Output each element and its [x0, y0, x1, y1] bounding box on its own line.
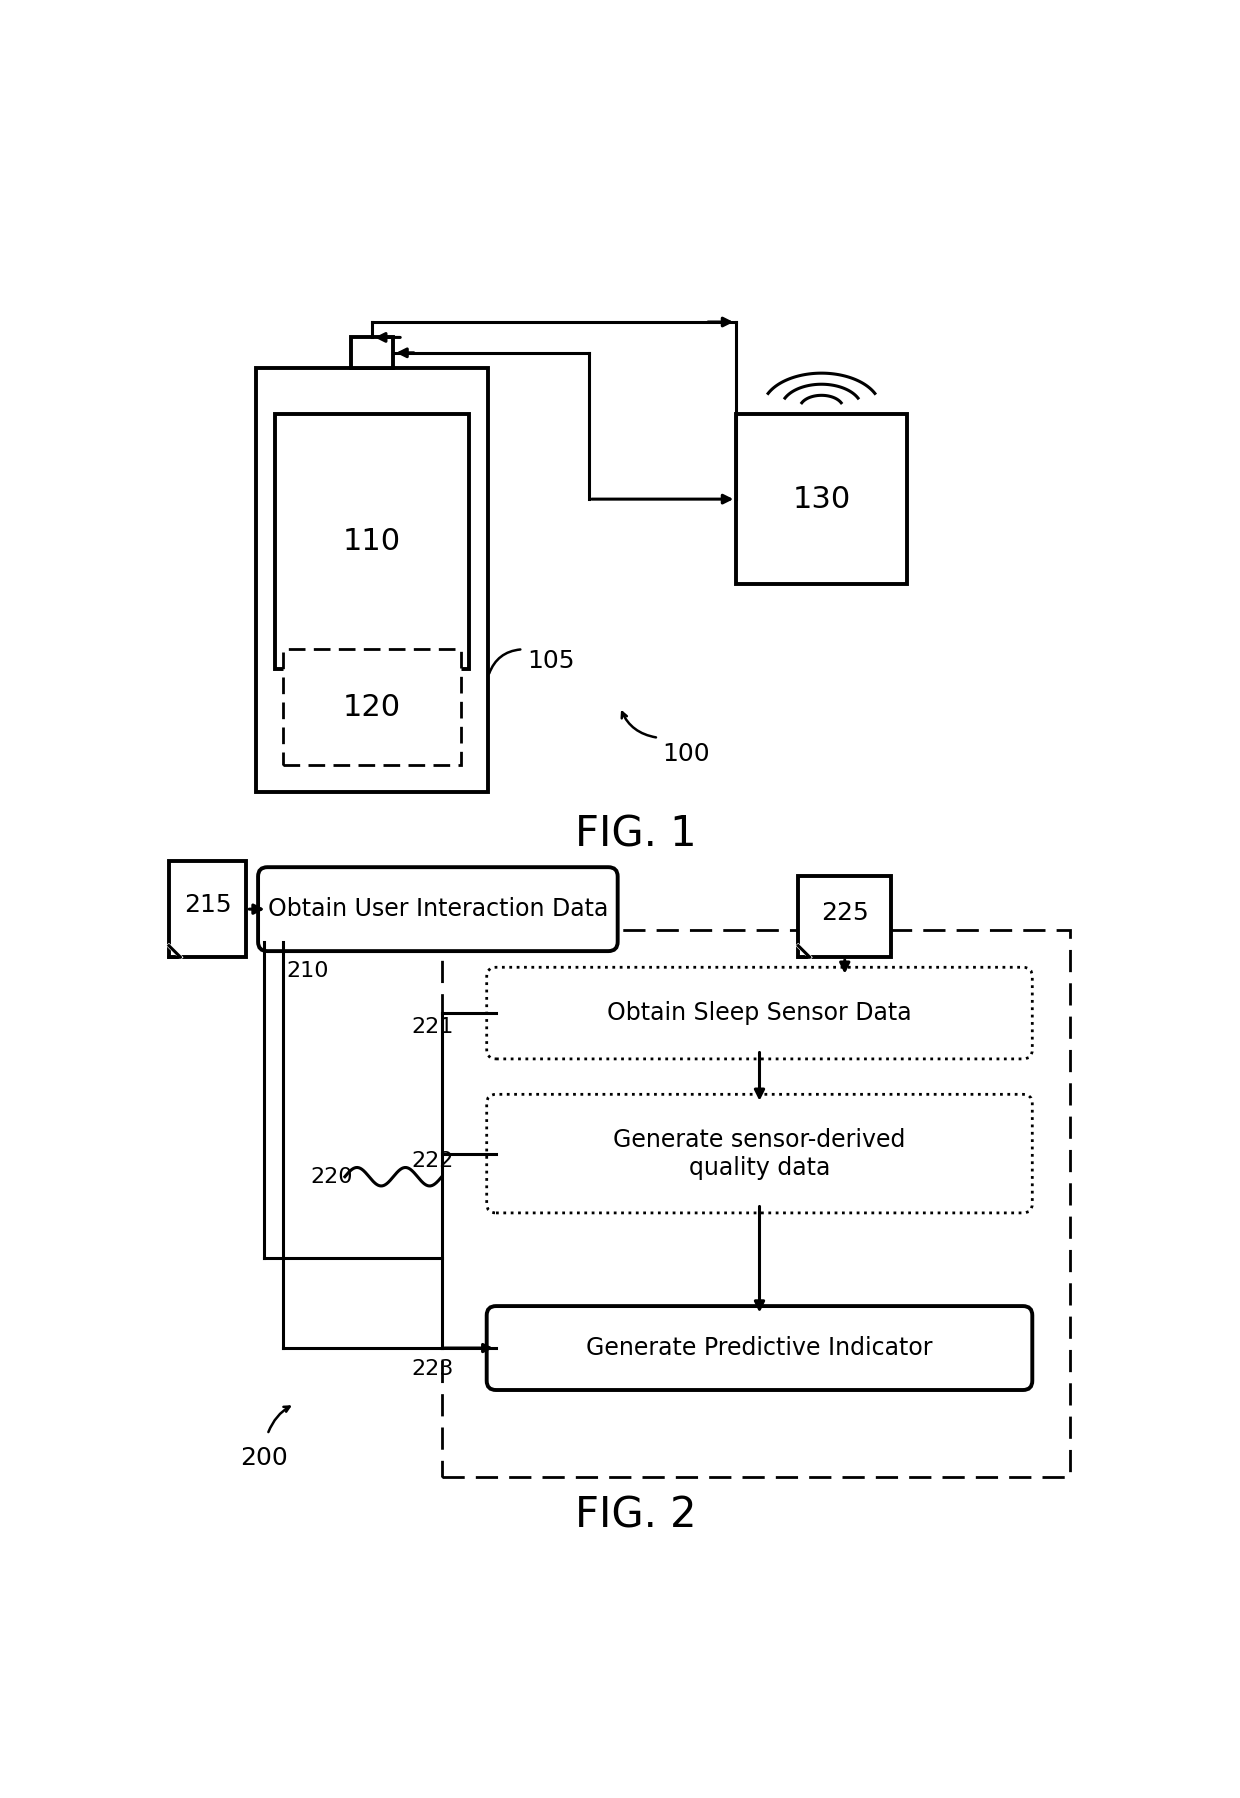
- Text: 110: 110: [343, 527, 401, 556]
- Text: 221: 221: [410, 1016, 454, 1037]
- Text: 105: 105: [527, 649, 574, 672]
- Text: FIG. 2: FIG. 2: [575, 1494, 696, 1537]
- Text: 210: 210: [286, 962, 330, 982]
- Bar: [283, 649, 461, 764]
- Text: 215: 215: [184, 894, 232, 917]
- Text: 225: 225: [821, 901, 869, 924]
- FancyBboxPatch shape: [258, 867, 618, 951]
- Text: 222: 222: [410, 1151, 454, 1170]
- Text: Obtain Sleep Sensor Data: Obtain Sleep Sensor Data: [608, 1001, 911, 1025]
- FancyBboxPatch shape: [486, 1305, 1033, 1390]
- Text: 200: 200: [241, 1446, 288, 1471]
- Text: 130: 130: [792, 485, 851, 514]
- Bar: [255, 369, 489, 791]
- Text: 120: 120: [343, 692, 401, 721]
- Text: 220: 220: [310, 1167, 352, 1187]
- Text: Generate sensor-derived
quality data: Generate sensor-derived quality data: [614, 1127, 905, 1179]
- Bar: [169, 861, 247, 957]
- Bar: [275, 414, 469, 669]
- Text: FIG. 1: FIG. 1: [574, 813, 697, 856]
- FancyBboxPatch shape: [486, 1095, 1033, 1214]
- Bar: [351, 338, 393, 369]
- Text: Obtain User Interaction Data: Obtain User Interaction Data: [268, 897, 608, 921]
- Bar: [737, 414, 906, 584]
- FancyBboxPatch shape: [486, 967, 1033, 1059]
- Bar: [441, 930, 1069, 1476]
- Text: 223: 223: [410, 1359, 454, 1379]
- Bar: [799, 876, 892, 957]
- Text: Generate Predictive Indicator: Generate Predictive Indicator: [587, 1336, 932, 1359]
- Text: 100: 100: [662, 741, 711, 766]
